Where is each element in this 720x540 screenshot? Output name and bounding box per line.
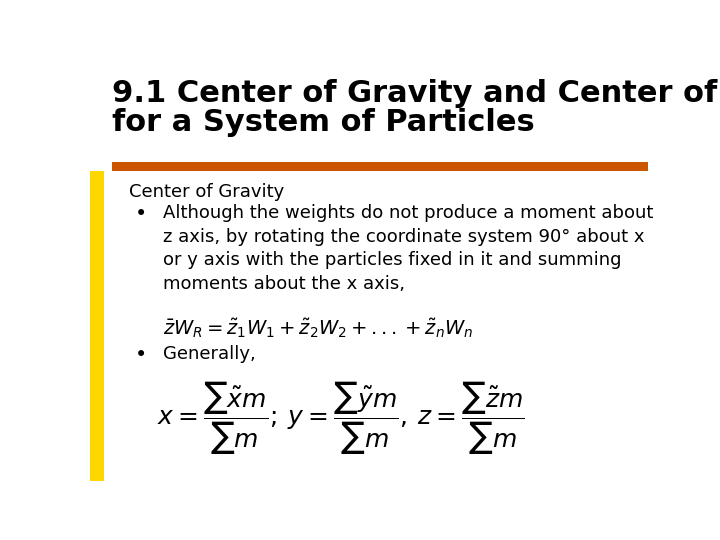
Bar (90, 171, 104, 481)
Text: for a System of Particles: for a System of Particles (112, 109, 535, 138)
Text: Although the weights do not produce a moment about
z axis, by rotating the coord: Although the weights do not produce a mo… (163, 204, 653, 293)
Text: $x = \dfrac{\sum \tilde{x}m}{\sum m};\: y = \dfrac{\sum \tilde{y}m}{\sum m},\: z: $x = \dfrac{\sum \tilde{x}m}{\sum m};\: … (157, 379, 525, 456)
Text: $\bar{z}W_R = \tilde{z}_1W_1 + \tilde{z}_2W_2 + ...+ \tilde{z}_nW_n$: $\bar{z}W_R = \tilde{z}_1W_1 + \tilde{z}… (163, 316, 473, 340)
Text: Center of Gravity: Center of Gravity (129, 183, 284, 201)
Text: Generally,: Generally, (163, 346, 256, 363)
Text: 9.1 Center of Gravity and Center of Mass: 9.1 Center of Gravity and Center of Mass (112, 79, 720, 109)
Text: •: • (135, 346, 147, 366)
Text: •: • (135, 204, 147, 224)
Bar (112, 161, 648, 171)
